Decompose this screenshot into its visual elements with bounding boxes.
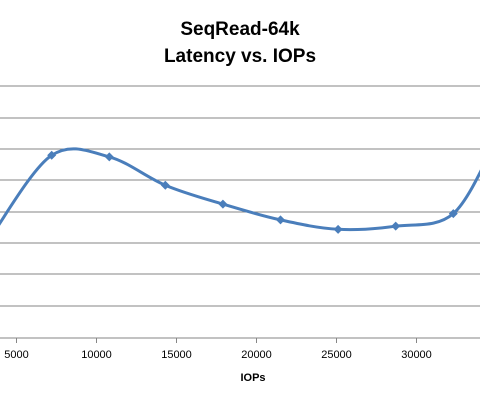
data-point-marker: [218, 199, 228, 209]
x-tick-label: 30000: [401, 349, 432, 361]
data-point-marker: [333, 224, 343, 234]
chart-subtitle: Latency vs. IOPs: [163, 46, 317, 67]
data-point-marker: [391, 221, 401, 231]
x-axis: [0, 337, 480, 343]
x-tick-label: 20000: [241, 349, 272, 361]
x-tick-label: 25000: [321, 349, 352, 361]
chart-title: SeqRead-64k: [180, 19, 300, 40]
x-tick-label: 5000: [4, 349, 28, 361]
x-tick-label: 10000: [81, 349, 112, 361]
gridlines: [0, 85, 480, 307]
data-point-marker: [160, 180, 170, 190]
x-axis-title: IOPs: [240, 372, 265, 384]
markers: [47, 150, 458, 234]
data-point-marker: [276, 215, 285, 225]
x-tick-label: 15000: [161, 349, 192, 361]
data-point-marker: [47, 150, 57, 160]
series-line: [0, 147, 480, 232]
data-point-marker: [104, 152, 114, 162]
tick-labels: 5000 10000 15000 20000 25000 30000: [4, 349, 432, 361]
data-point-marker: [448, 209, 458, 219]
series-layer: [0, 147, 480, 232]
